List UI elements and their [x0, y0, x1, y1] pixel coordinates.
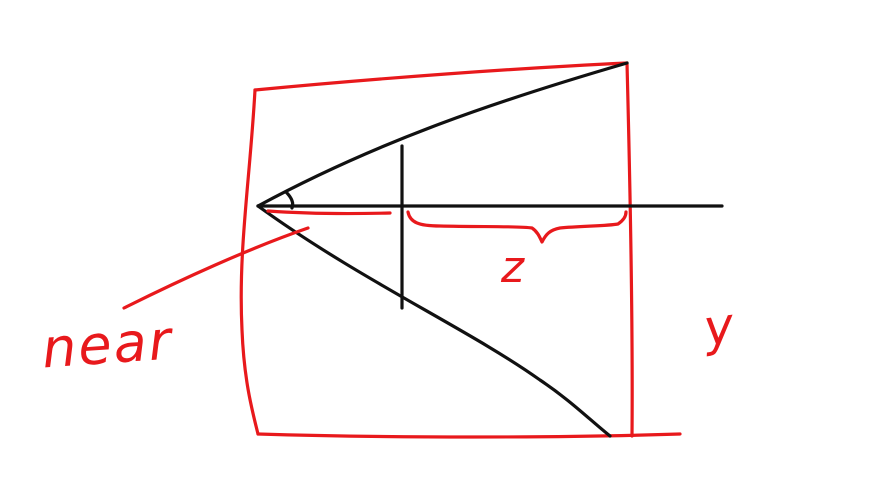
y-label: y — [700, 296, 738, 358]
frustum-lower-edge — [256, 204, 612, 438]
bounding-box-bottom-edge — [256, 432, 682, 439]
near-leader-line — [122, 226, 310, 310]
near-distance-mark — [266, 209, 392, 216]
z-distance-brace — [406, 210, 628, 244]
fov-angle-arc — [284, 190, 295, 210]
bounding-box-left-edge — [239, 88, 260, 436]
bounding-box-right-edge — [625, 61, 634, 438]
z-label: z — [501, 242, 525, 293]
bounding-box-top-edge — [253, 61, 629, 92]
frustum-upper-edge — [256, 61, 629, 208]
near-label: near — [39, 308, 175, 381]
